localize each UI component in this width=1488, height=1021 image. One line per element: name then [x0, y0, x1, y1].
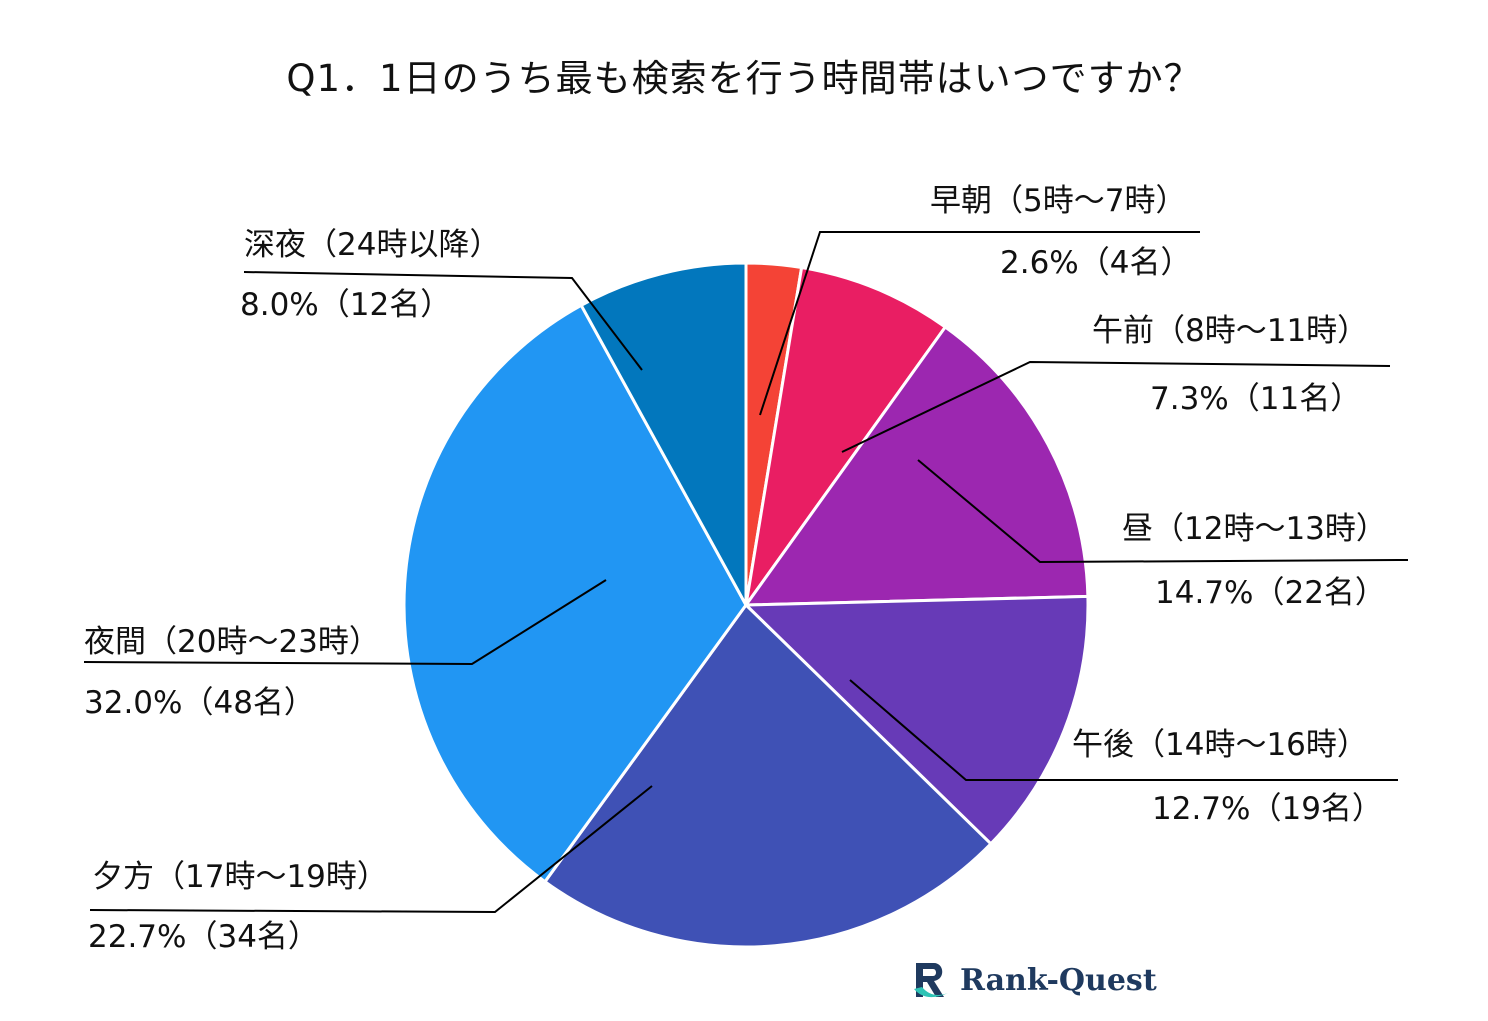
leader-line-morning: [841, 360, 1391, 453]
pie-slice-night: [402, 303, 748, 884]
leader-line-noon: [917, 459, 1409, 564]
slice-label-night: 夜間（20時～23時）: [84, 624, 380, 660]
pie-slice-afternoon: [742, 594, 1090, 846]
slice-value-morning: 7.3%（11名）: [1150, 381, 1362, 417]
rank-quest-logo-icon: [914, 963, 948, 998]
slice-value-early-morning: 2.6%（4名）: [1000, 245, 1192, 281]
pie-slice-noon: [743, 324, 1090, 607]
logo-text: Rank-Quest: [960, 962, 1157, 998]
leader-line-night: [83, 579, 607, 666]
slice-label-morning: 午前（8時～11時）: [1092, 313, 1369, 349]
leader-line-afternoon: [849, 679, 1398, 781]
slice-value-night: 32.0%（48名）: [84, 685, 315, 721]
leader-line-late-night: [243, 271, 643, 371]
chart-title: Q1．1日のうち最も検索を行う時間帯はいつですか？: [286, 57, 1202, 100]
leader-line-early-morning: [759, 231, 1200, 416]
slice-value-afternoon: 12.7%（19名）: [1152, 791, 1383, 827]
leader-line-evening: [89, 785, 653, 914]
pie-slice-evening: [542, 602, 993, 949]
slice-label-afternoon: 午後（14時～16時）: [1072, 727, 1368, 763]
slice-label-early-morning: 早朝（5時～7時）: [930, 183, 1187, 219]
slice-value-evening: 22.7%（34名）: [88, 919, 319, 955]
slice-label-evening: 夕方（17時～19時）: [92, 859, 388, 895]
rank-quest-logo: Rank-Quest: [910, 958, 1157, 1002]
slice-label-late-night: 深夜（24時以降）: [244, 227, 501, 263]
slice-value-late-night: 8.0%（12名）: [240, 287, 452, 323]
slice-value-noon: 14.7%（22名）: [1155, 575, 1386, 611]
slice-label-noon: 昼（12時～13時）: [1122, 511, 1387, 547]
